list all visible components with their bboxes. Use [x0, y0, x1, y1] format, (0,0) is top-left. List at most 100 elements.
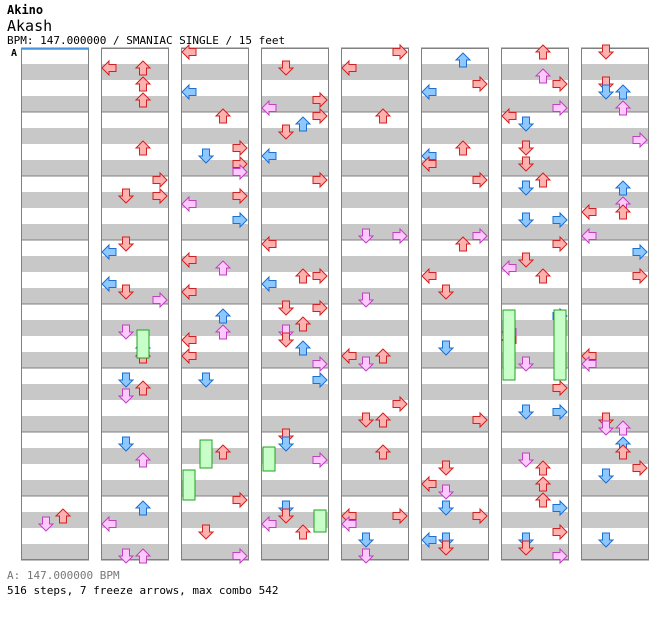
down-arrow-icon [117, 372, 135, 388]
beat-stripe [261, 512, 329, 528]
beat-stripe [581, 96, 649, 112]
down-arrow-icon [117, 324, 135, 340]
down-arrow-icon [517, 540, 535, 556]
down-arrow-icon [117, 436, 135, 452]
right-arrow-icon [392, 43, 408, 61]
left-arrow-icon [421, 531, 437, 549]
beat-stripe [581, 512, 649, 528]
beat-stripe [21, 352, 89, 368]
beat-stripe [261, 480, 329, 496]
beat-stripe [341, 544, 409, 560]
up-arrow-icon [374, 444, 392, 460]
beat-stripe [101, 320, 169, 336]
up-arrow-icon [134, 92, 152, 108]
beat-stripe [21, 384, 89, 400]
right-arrow-icon [552, 99, 568, 117]
right-arrow-icon [552, 547, 568, 565]
down-arrow-icon [197, 372, 215, 388]
down-arrow-icon [197, 148, 215, 164]
freeze-arrow [553, 309, 567, 381]
beat-stripe [21, 160, 89, 176]
beat-stripe [341, 64, 409, 80]
left-arrow-icon [341, 515, 357, 533]
beat-stripe [581, 64, 649, 80]
down-arrow-icon [517, 404, 535, 420]
down-arrow-icon [277, 124, 295, 140]
beat-stripe [101, 160, 169, 176]
up-arrow-icon [294, 316, 312, 332]
beat-stripe [501, 480, 569, 496]
beat-stripe [181, 448, 249, 464]
beat-stripe [101, 384, 169, 400]
right-arrow-icon [312, 299, 328, 317]
right-arrow-icon [312, 371, 328, 389]
beat-stripe [341, 448, 409, 464]
beat-stripe [501, 288, 569, 304]
beat-stripe [261, 96, 329, 112]
down-arrow-icon [117, 284, 135, 300]
beat-stripe [261, 384, 329, 400]
right-arrow-icon [152, 291, 168, 309]
beat-stripe [261, 128, 329, 144]
right-arrow-icon [552, 499, 568, 517]
left-arrow-icon [421, 155, 437, 173]
left-arrow-icon [101, 515, 117, 533]
up-arrow-icon [534, 68, 552, 84]
beat-stripe [421, 96, 489, 112]
left-arrow-icon [421, 83, 437, 101]
right-arrow-icon [472, 227, 488, 245]
down-arrow-icon [357, 532, 375, 548]
right-arrow-icon [152, 187, 168, 205]
beat-stripe [581, 416, 649, 432]
down-arrow-icon [37, 516, 55, 532]
beat-stripe [181, 416, 249, 432]
up-arrow-icon [374, 412, 392, 428]
beat-stripe [101, 64, 169, 80]
up-arrow-icon [374, 108, 392, 124]
column-border [101, 48, 169, 560]
right-arrow-icon [632, 243, 648, 261]
beat-stripe [421, 384, 489, 400]
beat-stripe [421, 160, 489, 176]
beat-stripe [581, 384, 649, 400]
column-border [181, 48, 249, 560]
down-arrow-icon [437, 540, 455, 556]
beat-stripe [341, 416, 409, 432]
right-arrow-icon [232, 547, 248, 565]
right-arrow-icon [552, 235, 568, 253]
beat-stripe [581, 288, 649, 304]
down-arrow-icon [517, 180, 535, 196]
beat-stripe [261, 544, 329, 560]
freeze-arrow [182, 469, 196, 501]
beat-stripe [421, 544, 489, 560]
beat-stripe [341, 512, 409, 528]
right-arrow-icon [552, 523, 568, 541]
left-arrow-icon [581, 203, 597, 221]
down-arrow-icon [277, 508, 295, 524]
up-arrow-icon [534, 492, 552, 508]
beat-stripe [501, 96, 569, 112]
right-arrow-icon [232, 187, 248, 205]
right-arrow-icon [632, 267, 648, 285]
column-border [581, 48, 649, 560]
beat-stripe [501, 544, 569, 560]
down-arrow-icon [197, 524, 215, 540]
beat-stripe [501, 256, 569, 272]
beat-stripe [581, 352, 649, 368]
beat-stripe [101, 448, 169, 464]
down-arrow-icon [357, 548, 375, 564]
freeze-arrow [262, 446, 276, 472]
up-arrow-icon [134, 140, 152, 156]
beat-stripe [501, 64, 569, 80]
left-arrow-icon [581, 227, 597, 245]
right-arrow-icon [472, 411, 488, 429]
down-arrow-icon [117, 188, 135, 204]
up-arrow-icon [614, 204, 632, 220]
beat-stripe [341, 352, 409, 368]
up-arrow-icon [534, 268, 552, 284]
beat-stripe [21, 192, 89, 208]
beat-stripe [261, 192, 329, 208]
up-arrow-icon [54, 508, 72, 524]
beat-stripe [21, 288, 89, 304]
left-arrow-icon [581, 355, 597, 373]
